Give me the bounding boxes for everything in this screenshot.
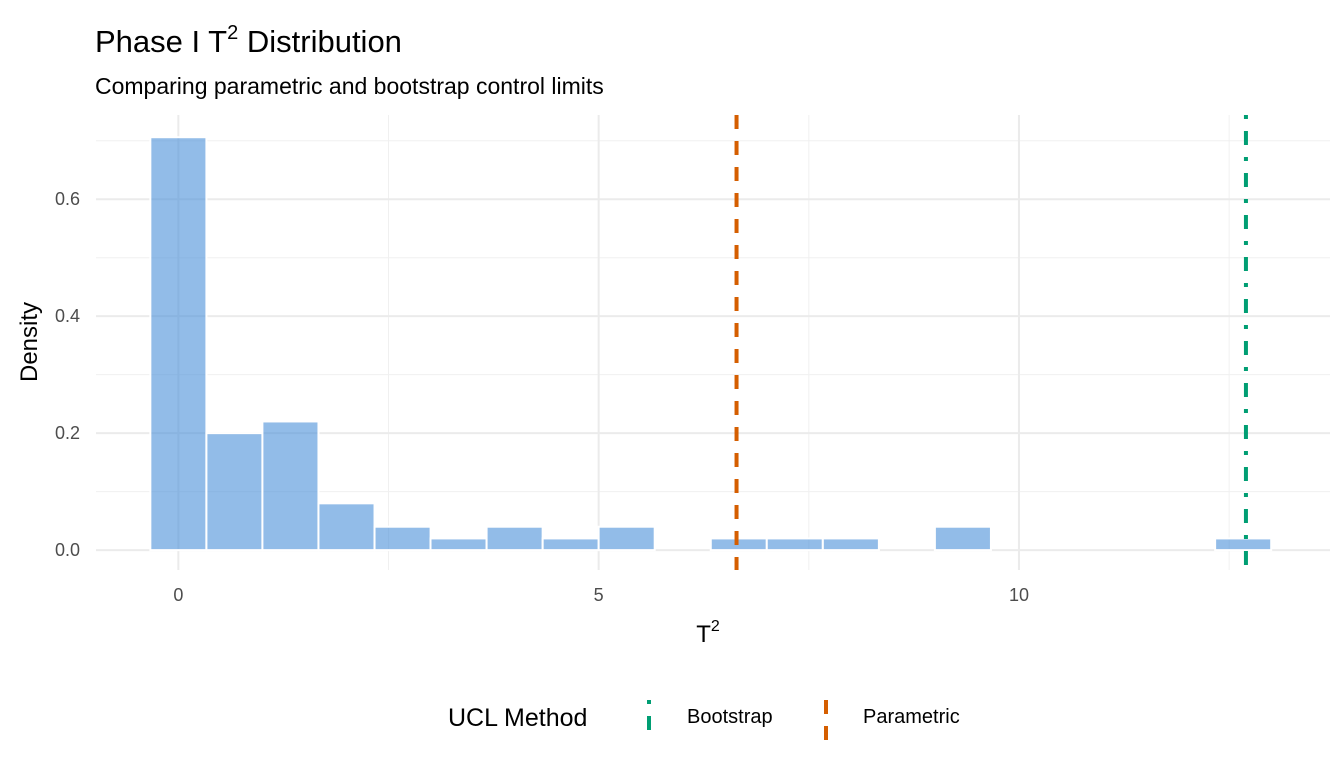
x-tick-label: 10 bbox=[1009, 585, 1029, 605]
x-axis-label: T2 bbox=[696, 618, 720, 648]
y-tick-label: 0.2 bbox=[55, 423, 80, 443]
histogram-bar bbox=[149, 136, 208, 552]
x-tick-label: 0 bbox=[173, 585, 183, 605]
y-tick-label: 0.4 bbox=[55, 306, 80, 326]
y-axis-label: Density bbox=[16, 302, 43, 382]
legend-label: Bootstrap bbox=[687, 706, 773, 728]
legend-label: Parametric bbox=[863, 706, 960, 728]
histogram-bar bbox=[261, 420, 320, 552]
x-tick-label: 5 bbox=[594, 585, 604, 605]
y-tick-label: 0.6 bbox=[55, 189, 80, 209]
histogram-bar bbox=[933, 525, 992, 552]
legend-title: UCL Method bbox=[448, 704, 587, 732]
bars bbox=[149, 136, 1273, 552]
histogram-bar bbox=[429, 537, 488, 552]
axis-ticks: 0 5 10 0.0 0.2 0.4 0.6 bbox=[55, 189, 1029, 605]
histogram-bar bbox=[821, 537, 880, 552]
histogram-bar bbox=[317, 502, 376, 552]
histogram-bar bbox=[205, 432, 264, 552]
histogram-bar bbox=[541, 537, 600, 552]
histogram-bar bbox=[597, 525, 656, 552]
y-tick-label: 0.0 bbox=[55, 540, 80, 560]
histogram-bar bbox=[1214, 537, 1273, 552]
ucl-lines bbox=[734, 115, 1248, 570]
legend: UCL Method Bootstrap Parametric bbox=[448, 700, 960, 740]
chart-subtitle: Comparing parametric and bootstrap contr… bbox=[95, 73, 604, 99]
chart-title: Phase I T2 Distribution bbox=[95, 22, 402, 59]
histogram-bar bbox=[765, 537, 824, 552]
histogram-bar bbox=[709, 537, 768, 552]
histogram-bar bbox=[373, 525, 432, 552]
histogram-bar bbox=[485, 525, 544, 552]
